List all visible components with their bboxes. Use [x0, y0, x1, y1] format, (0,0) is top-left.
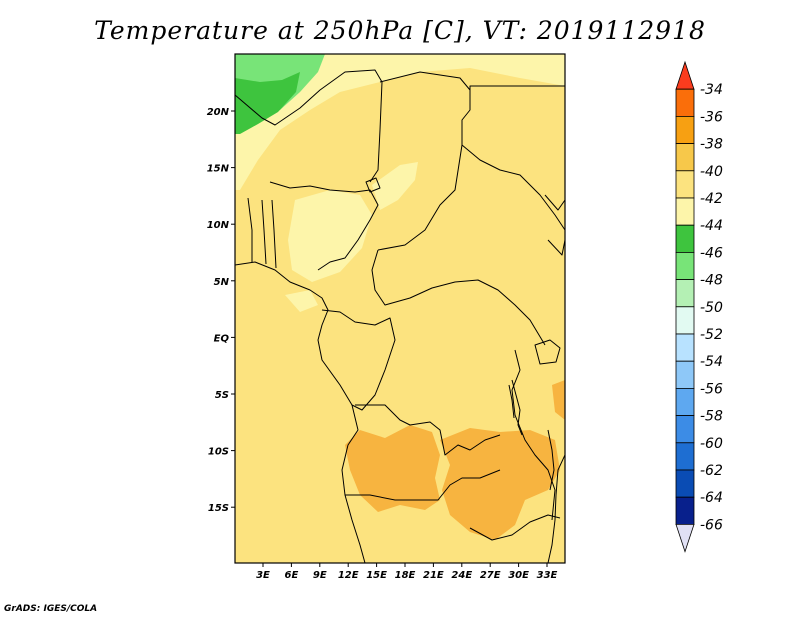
border-congo-gabon — [321, 309, 396, 411]
lat-label: 5N — [214, 277, 230, 288]
colorbar: -34 -36 -38 -40 -42 -44 -46 -48 -50 -52 -54 -56 -58 -… — [675, 60, 723, 553]
colorbar-swatch — [675, 415, 695, 444]
temperature-field-minus42-nigeria — [288, 190, 372, 282]
border-car-drc — [371, 249, 546, 346]
border-nigeria-cameroon — [269, 181, 379, 271]
colorbar-swatch — [675, 442, 695, 471]
map-plot[interactable] — [235, 54, 565, 563]
colorbar-label: -52 — [700, 327, 723, 343]
colorbar-label: -36 — [700, 109, 723, 125]
lon-label: 15E — [366, 570, 387, 581]
colorbar-label: -48 — [700, 273, 723, 289]
border-drc-angola — [355, 404, 501, 456]
colorbar-swatch — [675, 251, 695, 280]
colorbar-label: -62 — [700, 463, 723, 479]
lat-label: 10N — [207, 220, 230, 231]
colorbar-swatch — [675, 496, 695, 525]
colorbar-swatch — [675, 197, 695, 226]
lat-label: 10S — [208, 447, 229, 458]
lat-label: EQ — [214, 333, 230, 344]
colorbar-label: -46 — [700, 245, 723, 261]
temperature-field-minus42-north — [235, 54, 565, 190]
temperature-field-minus38-east — [552, 380, 565, 420]
lon-label: 3E — [256, 570, 270, 581]
border-zambia-zimbabwe — [469, 514, 561, 541]
colorbar-swatch — [675, 333, 695, 362]
colorbar-swatch — [675, 279, 695, 308]
temperature-field-minus38-zambia — [440, 428, 560, 540]
colorbar-label: -54 — [700, 354, 723, 370]
colorbar-swatch — [675, 360, 695, 389]
lake-tanganyika — [508, 379, 523, 436]
colorbar-swatch — [675, 224, 695, 253]
colorbar-bottom-arrow — [675, 524, 695, 553]
border-ghana-benin — [247, 197, 277, 269]
border-ethiopia-kenya — [544, 194, 565, 256]
colorbar-label: -50 — [700, 300, 723, 316]
lon-label: 33E — [537, 570, 558, 581]
lake-chad — [365, 177, 381, 193]
border-chad-sudan — [461, 144, 565, 231]
temperature-field-minus42-coast — [285, 290, 318, 312]
colorbar-swatch — [675, 387, 695, 416]
colorbar-label: -44 — [700, 218, 723, 234]
colorbar-label: -56 — [700, 381, 723, 397]
colorbar-label: -66 — [700, 517, 723, 533]
colorbar-label: -60 — [700, 436, 723, 452]
coastline-east-africa — [547, 454, 565, 563]
lat-label: 20N — [207, 107, 230, 118]
colorbar-swatch — [675, 116, 695, 145]
latitude-axis: 20N 15N 10N 5N EQ 5S 10S 15S — [207, 107, 235, 514]
temperature-field-minus42-chad — [372, 162, 418, 210]
map-frame — [234, 53, 566, 564]
longitude-axis: 3E 6E 9E 12E 15E 18E 21E 24E 27E 30E 33E — [256, 563, 558, 581]
colorbar-label: -34 — [700, 82, 723, 98]
colorbar-label: -64 — [700, 490, 723, 506]
border-sahara-north — [235, 69, 383, 183]
border-east-lakes — [511, 349, 556, 521]
colorbar-swatch — [675, 306, 695, 335]
colorbar-swatch — [675, 170, 695, 199]
colorbar-swatch — [675, 88, 695, 117]
colorbar-swatch — [675, 469, 695, 498]
lon-label: 27E — [480, 570, 501, 581]
lon-label: 18E — [395, 570, 416, 581]
lon-label: 21E — [423, 570, 444, 581]
lon-label: 12E — [338, 570, 359, 581]
lake-malawi — [547, 429, 555, 491]
colorbar-top-arrow — [675, 60, 695, 90]
lat-label: 5S — [215, 390, 229, 401]
colorbar-label: -58 — [700, 409, 723, 425]
temperature-field-minus44 — [235, 72, 300, 134]
lon-label: 24E — [451, 570, 472, 581]
grads-credit: GrADS: IGES/COLA — [4, 604, 98, 614]
lon-label: 6E — [285, 570, 299, 581]
border-libya-egypt — [377, 71, 471, 251]
colorbar-swatch — [675, 143, 695, 172]
border-sudan — [469, 85, 565, 110]
lon-label: 30E — [508, 570, 529, 581]
border-angola-namibia — [345, 469, 501, 501]
lat-label: 15S — [208, 503, 229, 514]
temperature-field-minus38-angola — [345, 425, 440, 512]
lat-label: 15N — [207, 164, 230, 175]
colorbar-label: -40 — [700, 164, 723, 180]
map-title: Temperature at 250hPa [C], VT: 201911291… — [94, 16, 706, 45]
lake-victoria — [534, 339, 561, 365]
colorbar-label: -42 — [700, 191, 723, 207]
lon-label: 9E — [313, 570, 327, 581]
colorbar-label: -38 — [700, 137, 723, 153]
